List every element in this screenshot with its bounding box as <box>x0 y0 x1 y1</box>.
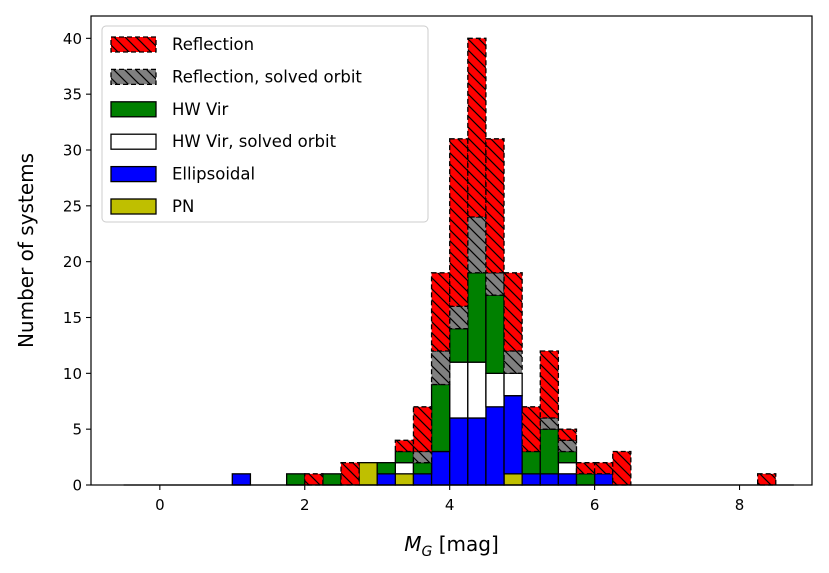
legend-swatch-reflection-solved-orbit <box>110 68 157 86</box>
bar-hw-vir-20 <box>485 294 505 374</box>
bar-ellipsoidal-20 <box>485 406 505 486</box>
x-tick-label: 2 <box>300 496 310 514</box>
y-axis-title: Number of systems <box>14 153 38 348</box>
bar-hw-vir-18 <box>449 328 469 363</box>
bar-hw-vir-9 <box>285 473 306 486</box>
bar-reflection-19 <box>467 37 487 218</box>
bar-hw-vir-24 <box>557 450 578 464</box>
axes: 0 2 4 6 8 0 5 10 15 20 25 30 35 40 MG [mag] Number of s… <box>14 15 813 560</box>
bar-reflection-21 <box>503 272 523 352</box>
bar-hw-vir-solved-orbit-21 <box>503 372 523 397</box>
legend-swatch-reflection <box>110 36 157 53</box>
bar-reflection-27 <box>612 450 632 486</box>
bar-hw-vir-25 <box>575 473 596 486</box>
legend-box <box>101 25 429 223</box>
bar-reflection-35 <box>757 473 777 486</box>
legend-label-hw-vir-solved-orbit: HW Vir, solved orbit <box>172 132 337 151</box>
bar-hw-vir-solved-orbit-18 <box>449 361 469 419</box>
bar-reflection-10 <box>304 473 324 486</box>
bar-ellipsoidal-6 <box>231 473 252 486</box>
bar-hw-vir-17 <box>430 383 451 453</box>
bar-reflection-solved-orbit-18 <box>449 305 469 330</box>
bar-pn-13 <box>358 462 378 486</box>
y-tick-label: 40 <box>63 30 82 48</box>
bar-reflection-solved-orbit-21 <box>503 350 523 374</box>
bar-hw-vir-solved-orbit-15 <box>394 462 415 475</box>
bar-hw-vir-solved-orbit-24 <box>557 462 578 475</box>
x-tick-label: 0 <box>155 496 165 514</box>
y-tick-label: 10 <box>63 365 82 383</box>
bar-reflection-24 <box>557 428 578 441</box>
bar-reflection-20 <box>485 138 505 274</box>
legend-swatch-pn <box>110 198 157 215</box>
x-tick-label: 8 <box>735 496 745 514</box>
bar-ellipsoidal-18 <box>449 417 469 486</box>
y-tick-label: 30 <box>63 142 82 160</box>
legend-swatch-hw-vir <box>110 101 157 118</box>
y-tick-label: 0 <box>72 477 82 495</box>
bar-ellipsoidal-21 <box>503 395 523 475</box>
bar-hw-vir-19 <box>467 272 487 363</box>
bar-reflection-solved-orbit-24 <box>557 439 578 453</box>
bar-reflection-18 <box>449 138 469 307</box>
bar-ellipsoidal-22 <box>521 473 541 486</box>
bar-pn-15 <box>394 473 415 486</box>
bar-ellipsoidal-19 <box>467 417 487 486</box>
legend-label-reflection: Reflection <box>172 35 254 54</box>
bar-reflection-16 <box>412 406 433 453</box>
legend: Reflection Reflection, solved orbit HW Vir… <box>101 25 429 223</box>
bar-hw-vir-solved-orbit-20 <box>485 372 505 408</box>
legend-label-reflection-solved-orbit: Reflection, solved orbit <box>172 67 362 86</box>
bar-hw-vir-solved-orbit-19 <box>467 361 487 419</box>
bar-ellipsoidal-24 <box>557 473 578 486</box>
bar-reflection-17 <box>430 272 451 352</box>
bar-hw-vir-23 <box>539 428 560 475</box>
bar-hw-vir-16 <box>412 462 433 475</box>
bar-reflection-25 <box>575 462 596 475</box>
axes-frame <box>90 15 813 486</box>
bar-hw-vir-22 <box>521 450 541 475</box>
legend-label-ellipsoidal: Ellipsoidal <box>172 165 255 184</box>
y-tick-label: 15 <box>63 309 82 327</box>
bar-pn-21 <box>503 473 523 486</box>
bar-reflection-22 <box>521 406 541 453</box>
x-tick-label: 4 <box>445 496 455 514</box>
legend-label-hw-vir: HW Vir <box>172 100 228 119</box>
bar-reflection-26 <box>593 462 614 475</box>
x-axis-title: MG [mag] <box>404 532 499 560</box>
y-tick-label: 20 <box>63 253 82 271</box>
bar-reflection-solved-orbit-23 <box>539 417 560 430</box>
bar-ellipsoidal-23 <box>539 473 560 486</box>
legend-swatch-ellipsoidal <box>110 165 157 183</box>
y-tick-label: 35 <box>63 86 82 104</box>
x-tick-label: 6 <box>590 496 600 514</box>
y-tick-label: 25 <box>63 197 82 215</box>
bar-reflection-solved-orbit-17 <box>430 350 451 386</box>
bar-hw-vir-11 <box>322 473 342 486</box>
bar-reflection-solved-orbit-19 <box>467 216 487 274</box>
histogram-bars <box>123 37 794 486</box>
bar-reflection-solved-orbit-20 <box>485 272 505 296</box>
legend-swatch-hw-vir-solved-orbit <box>110 133 157 150</box>
bar-reflection-15 <box>394 439 415 453</box>
legend-label-pn: PN <box>172 197 194 216</box>
bar-reflection-12 <box>340 462 360 486</box>
bar-hw-vir-15 <box>394 450 415 464</box>
bar-ellipsoidal-26 <box>593 473 614 486</box>
bar-reflection-solved-orbit-16 <box>412 450 433 464</box>
bar-ellipsoidal-14 <box>376 473 396 486</box>
bar-ellipsoidal-17 <box>430 450 451 486</box>
bar-reflection-23 <box>539 350 560 419</box>
y-tick-label: 5 <box>72 421 82 439</box>
bar-ellipsoidal-16 <box>412 473 433 486</box>
bar-hw-vir-14 <box>376 462 396 475</box>
